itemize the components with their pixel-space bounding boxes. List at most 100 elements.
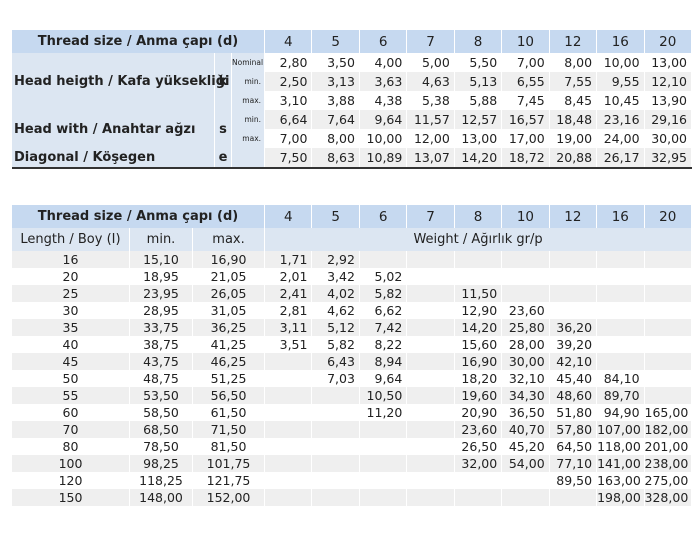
weight-cell (645, 268, 692, 285)
max-cell: 51,25 (193, 370, 266, 387)
weight-cell: 36,50 (502, 404, 550, 421)
length-cell: 50 (12, 370, 130, 387)
max-cell: 61,50 (193, 404, 266, 421)
weight-cell (502, 472, 550, 489)
sub-label: min. (232, 72, 266, 91)
weight-cell: 48,60 (549, 387, 598, 404)
length-cell: 35 (12, 319, 130, 336)
weight-cell (597, 285, 645, 302)
length-header: Length / Boy (I) (12, 228, 130, 251)
value-cell: 6,55 (502, 72, 550, 91)
length-cell: 20 (12, 268, 130, 285)
value-cell: 9,64 (359, 110, 408, 129)
weight-cell: 10,50 (359, 387, 408, 404)
weight-cell (265, 353, 313, 370)
min-header: min. (130, 228, 193, 251)
size-header: 20 (644, 205, 692, 228)
min-cell: 23,95 (130, 285, 193, 302)
weight-cell: 89,50 (550, 472, 598, 489)
spec-row: max. 7,00 8,00 10,00 12,00 13,00 17,00 19,00 24,… (12, 129, 692, 148)
size-header: 4 (265, 30, 313, 53)
weight-cell (645, 336, 692, 353)
weight-cell (407, 370, 455, 387)
header-label: Thread size / Anma çapı (d) (12, 30, 266, 53)
sub-label: max. (232, 91, 266, 110)
header-label: Thread size / Anma çapı (d) (12, 205, 266, 228)
weight-cell (265, 472, 313, 489)
weight-cell: 5,82 (359, 285, 408, 302)
value-cell: 30,00 (645, 129, 692, 148)
max-cell: 71,50 (193, 421, 266, 438)
weight-cell: 5,12 (312, 319, 360, 336)
spec-row: Diagonal / Köşegen e 7,50 8,63 10,89 13,07 14,… (12, 148, 692, 167)
weight-cell: 3,42 (312, 268, 360, 285)
weight-cell (407, 404, 455, 421)
value-cell: 7,55 (549, 72, 598, 91)
weight-cell (407, 489, 455, 506)
value-cell: 32,95 (644, 148, 692, 167)
weight-cell (312, 387, 360, 404)
value-cell: 18,72 (502, 148, 550, 167)
weight-row: 50 48,75 51,25 7,03 9,64 18,20 32,10 45,40 84,10 (12, 370, 692, 387)
size-header: 10 (502, 205, 550, 228)
weight-row: 45 43,75 46,25 6,43 8,94 16,90 30,00 42,10 (12, 353, 692, 370)
size-header: 12 (549, 205, 598, 228)
size-header: 16 (597, 205, 645, 228)
weight-cell: 23,60 (502, 302, 550, 319)
weight-cell (407, 285, 455, 302)
weight-cell: 30,00 (502, 353, 550, 370)
weight-cell (407, 472, 455, 489)
weight-cell: 107,00 (597, 421, 645, 438)
weight-cell (265, 370, 313, 387)
weight-cell (359, 251, 408, 268)
weight-cell: 163,00 (597, 472, 645, 489)
length-cell: 70 (12, 421, 130, 438)
group-symbol: s (215, 110, 232, 148)
weight-cell: 26,50 (455, 438, 503, 455)
weight-cell (645, 370, 692, 387)
min-cell: 33,75 (130, 319, 193, 336)
weight-cell: 19,60 (454, 387, 503, 404)
max-cell: 36,25 (193, 319, 266, 336)
length-cell: 45 (12, 353, 130, 370)
weight-cell (644, 353, 692, 370)
spec-row: Head with / Anahtar ağzı s min. 6,64 7,64 9,6… (12, 110, 692, 148)
weight-cell (549, 489, 598, 506)
weight-row: 16 15,10 16,90 1,71 2,92 (12, 251, 692, 268)
value-cell: 2,80 (265, 53, 313, 72)
length-cell: 120 (12, 472, 130, 489)
value-cell: 19,00 (550, 129, 598, 148)
value-cell: 16,57 (502, 110, 550, 129)
value-cell: 12,10 (644, 72, 692, 91)
max-cell: 101,75 (193, 455, 266, 472)
weight-row: 60 58,50 61,50 11,20 20,90 36,50 51,80 94,90 165… (12, 404, 692, 421)
value-cell: 14,20 (454, 148, 503, 167)
weight-cell: 182,00 (644, 421, 692, 438)
value-cell: 6,64 (265, 110, 313, 129)
value-cell: 10,45 (597, 91, 645, 110)
weight-cell (312, 404, 360, 421)
value-cell: 17,00 (502, 129, 550, 148)
weight-cell: 6,43 (312, 353, 360, 370)
weight-cell (360, 472, 408, 489)
weight-cell: 4,02 (312, 285, 360, 302)
size-header: 5 (312, 30, 360, 53)
size-header: 6 (359, 30, 408, 53)
value-cell: 5,38 (407, 91, 455, 110)
value-cell: 3,50 (312, 53, 360, 72)
weight-cell: 3,11 (265, 319, 313, 336)
min-cell: 18,95 (130, 268, 193, 285)
weight-cell: 64,50 (550, 438, 598, 455)
max-cell: 21,05 (193, 268, 266, 285)
weight-cell: 118,00 (597, 438, 645, 455)
value-cell: 4,38 (360, 91, 408, 110)
value-cell: 13,07 (407, 148, 455, 167)
weight-cell (407, 319, 455, 336)
size-header: 8 (454, 205, 503, 228)
weight-cell (360, 438, 408, 455)
value-cell: 3,10 (265, 91, 313, 110)
weight-cell: 8,22 (360, 336, 408, 353)
weight-cell: 25,80 (502, 319, 550, 336)
weight-cell (265, 489, 313, 506)
